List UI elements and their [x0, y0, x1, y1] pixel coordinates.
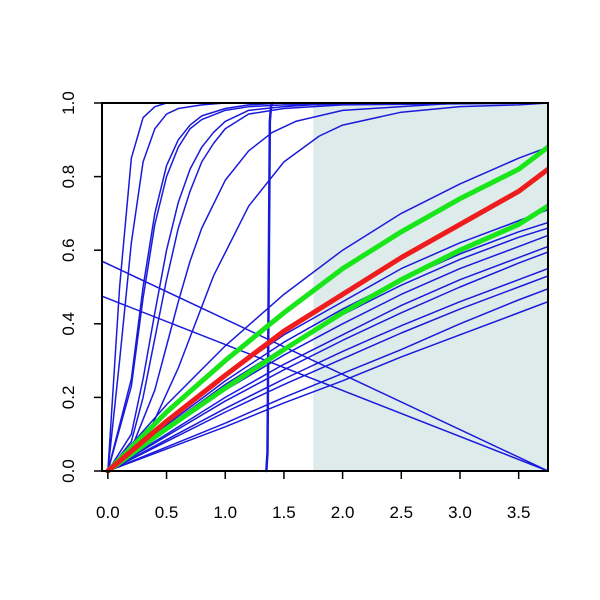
y-tick-label: 0.6: [59, 238, 78, 262]
series-line-blue-18: [107, 275, 548, 472]
series-line-blue-9: [265, 101, 274, 473]
series-line-blue-6: [107, 102, 548, 472]
x-tick-label: 0.5: [155, 503, 179, 522]
series-line-blue-5: [107, 102, 548, 472]
series-line-blue-20: [107, 300, 548, 472]
series-line-blue-3: [107, 102, 548, 472]
x-tick-label: 0.0: [96, 503, 120, 522]
x-tick-label: 2.0: [331, 503, 355, 522]
x-axis: 0.0 0.5 1.0 1.5 2.0 2.5 3.0 3.5: [96, 471, 530, 522]
series-line-blue-12: [107, 221, 548, 472]
y-axis: 0.0 0.2 0.4 0.6 0.8 1.0: [59, 91, 102, 483]
series-line-blue-10: [107, 146, 548, 472]
x-tick-label: 3.0: [448, 503, 472, 522]
plot-frame: [101, 102, 549, 472]
x-tick-label: 1.5: [272, 503, 296, 522]
y-tick-label: 0.8: [59, 165, 78, 189]
series-line-blue-19: [107, 288, 548, 472]
x-tick-label: 1.0: [213, 503, 237, 522]
y-tick-label: 1.0: [59, 91, 78, 115]
series-line-blue-22: [102, 295, 548, 472]
x-tick-label: 2.5: [389, 503, 413, 522]
series-line-blue-8: [107, 102, 548, 472]
y-tick-label: 0.2: [59, 386, 78, 410]
series-layer: [102, 101, 548, 473]
plot-frame-layer: [101, 102, 549, 472]
series-line-green-24: [105, 203, 548, 473]
series-line-blue-21: [102, 260, 548, 472]
series-line-blue-7: [107, 102, 548, 472]
y-tick-label: 0.4: [59, 312, 78, 336]
series-line-blue-17: [107, 267, 548, 472]
series-line-blue-16: [107, 251, 548, 472]
y-tick-label: 0.0: [59, 459, 78, 483]
series-line-red-25: [105, 166, 548, 473]
series-line-green-23: [105, 144, 548, 473]
series-line-blue-4: [107, 102, 548, 472]
series-line-blue-15: [107, 245, 548, 472]
x-tick-label: 3.5: [507, 503, 531, 522]
